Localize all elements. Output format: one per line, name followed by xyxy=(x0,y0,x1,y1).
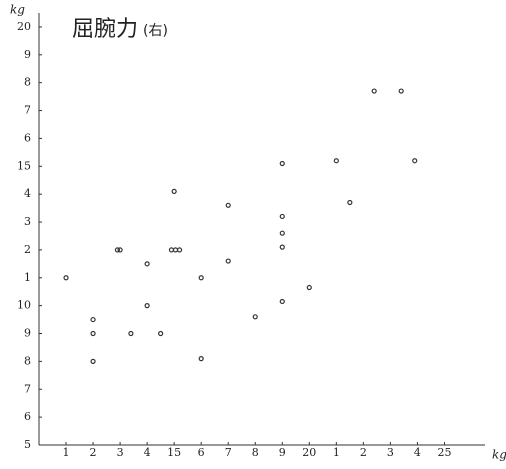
point xyxy=(198,275,204,281)
y-tick-label: 20 xyxy=(17,20,31,33)
point xyxy=(225,202,231,208)
point xyxy=(63,275,69,281)
point xyxy=(252,314,258,320)
y-tick-label: 1 xyxy=(24,271,31,284)
x-tick-label: 1 xyxy=(63,446,70,459)
x-tick-label: 7 xyxy=(225,446,232,459)
y-tick-label: 6 xyxy=(24,131,31,144)
x-tick-label: 20 xyxy=(302,446,316,459)
point xyxy=(398,88,404,94)
point xyxy=(198,356,204,362)
y-tick-label: 10 xyxy=(17,299,31,312)
x-tick-label: 25 xyxy=(437,446,451,459)
chart-title: 屈腕力 xyxy=(72,17,138,42)
point xyxy=(158,330,164,337)
y-tick-label: 8 xyxy=(24,76,31,89)
x-tick-label: 6 xyxy=(198,446,205,459)
y-tick-label: 7 xyxy=(24,104,31,117)
x-tick-label: 4 xyxy=(144,446,151,459)
chart-title-suffix: (右) xyxy=(143,23,168,39)
point xyxy=(225,258,231,264)
x-unit: kg xyxy=(492,448,506,462)
point xyxy=(90,330,96,337)
y-tick-label: 9 xyxy=(24,48,31,61)
y-tick-label: 4 xyxy=(24,187,31,200)
x-tick-label: 2 xyxy=(360,446,367,459)
point xyxy=(347,199,353,206)
point xyxy=(279,298,285,305)
x-tick-label: 1 xyxy=(333,446,340,459)
point xyxy=(90,358,96,364)
x-tick-label: 15 xyxy=(167,446,181,459)
point xyxy=(171,188,177,194)
y-tick-label: 15 xyxy=(17,159,31,172)
y-tick-label: 7 xyxy=(24,382,31,395)
point xyxy=(279,230,285,236)
point xyxy=(144,303,150,309)
x-tick-label: 8 xyxy=(252,446,259,459)
point xyxy=(90,316,96,323)
y-tick-label: 3 xyxy=(24,215,31,228)
x-tick-label: 3 xyxy=(387,446,394,459)
point xyxy=(114,247,120,253)
point xyxy=(279,213,285,220)
point xyxy=(412,158,418,164)
y-unit: kg xyxy=(10,3,25,17)
point xyxy=(306,284,312,291)
x-tick-label: 9 xyxy=(279,446,286,459)
point xyxy=(168,247,175,253)
point xyxy=(172,247,179,253)
x-tick-label: 2 xyxy=(90,446,97,459)
point xyxy=(371,88,377,94)
y-tick-label: 6 xyxy=(24,410,31,423)
x-tick-label: 3 xyxy=(117,446,124,459)
point xyxy=(117,247,123,253)
y-tick-label: 9 xyxy=(24,327,31,340)
point xyxy=(279,160,285,167)
point xyxy=(176,247,183,253)
point xyxy=(333,158,339,164)
point xyxy=(279,244,285,250)
point xyxy=(128,330,134,337)
point xyxy=(144,261,150,267)
y-tick-label: 5 xyxy=(24,438,31,451)
x-tick-label: 4 xyxy=(414,446,421,459)
y-tick-label: 8 xyxy=(24,354,31,367)
y-tick-label: 2 xyxy=(24,243,31,256)
